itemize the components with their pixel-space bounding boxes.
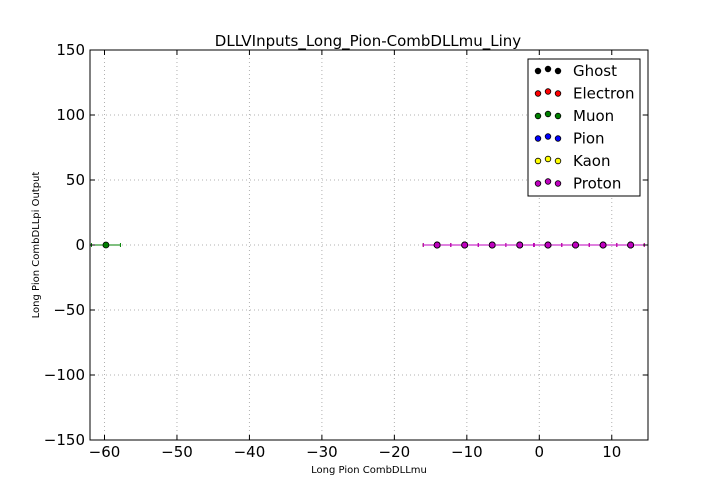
data-point (433, 241, 441, 249)
y-tick-label: −100 (44, 366, 85, 384)
x-tick-label: −20 (379, 443, 411, 461)
data-point (102, 241, 110, 249)
x-axis-title: Long Pion CombDLLmu (311, 465, 427, 476)
legend-label: Kaon (573, 152, 610, 170)
data-point (627, 241, 635, 249)
x-tick-label: 0 (535, 443, 545, 461)
series-layer (90, 241, 645, 249)
legend-marker (554, 180, 562, 187)
legend-marker (534, 90, 542, 97)
legend-label: Pion (573, 130, 605, 148)
legend-entry: Muon (534, 107, 614, 125)
x-tick-label: −10 (451, 443, 483, 461)
y-tick-label: −50 (53, 301, 85, 319)
y-tick-label: 150 (56, 41, 85, 59)
legend: Ghost Electron Muon Pion Kaon Proton (527, 58, 641, 197)
legend-entry: Electron (534, 85, 635, 103)
y-tick-label: 100 (56, 106, 85, 124)
legend-marker (534, 112, 542, 120)
legend-entry: Proton (534, 175, 621, 193)
x-tick-label: −30 (306, 443, 338, 461)
x-tick-label: −40 (234, 443, 266, 461)
legend-marker (534, 135, 542, 142)
legend-marker (534, 67, 542, 75)
legend-marker (554, 112, 562, 120)
legend-marker (544, 155, 552, 163)
data-point (544, 241, 552, 249)
legend-label: Proton (573, 175, 621, 193)
legend-label: Muon (573, 107, 614, 125)
legend-marker (554, 157, 562, 165)
legend-marker (534, 180, 542, 187)
legend-marker (544, 110, 552, 118)
legend-marker (544, 65, 552, 73)
legend-entry: Kaon (534, 152, 610, 170)
data-point (599, 241, 607, 249)
legend-marker (544, 133, 552, 140)
legend-marker (554, 90, 562, 97)
data-point (461, 241, 469, 249)
legend-label: Ghost (573, 62, 617, 80)
series-muon (90, 241, 121, 249)
ticks: −60 −50 −40 −30 −20 −10 0 10−150−100−5005010015… (44, 41, 648, 461)
legend-marker (534, 157, 542, 165)
chart-title: DLLVInputs_Long_Pion-CombDLLmu_Liny (215, 32, 522, 51)
y-axis-title: Long Pion CombDLLpi Output (31, 172, 42, 319)
legend-label: Electron (573, 85, 635, 103)
data-point (488, 241, 496, 249)
x-tick-label: −60 (89, 443, 121, 461)
y-tick-label: 0 (75, 236, 85, 254)
legend-entry: Pion (534, 130, 605, 148)
y-tick-label: −150 (44, 431, 85, 449)
legend-marker (554, 67, 562, 75)
x-tick-label: 10 (602, 443, 621, 461)
y-tick-label: 50 (66, 171, 85, 189)
legend-marker (554, 135, 562, 142)
x-tick-label: −50 (161, 443, 193, 461)
legend-marker (544, 178, 552, 185)
series-proton (422, 241, 645, 249)
legend-marker (544, 88, 552, 95)
legend-entry: Ghost (534, 62, 617, 80)
legend-frame (527, 58, 641, 197)
data-point (516, 241, 524, 249)
data-point (572, 241, 579, 249)
